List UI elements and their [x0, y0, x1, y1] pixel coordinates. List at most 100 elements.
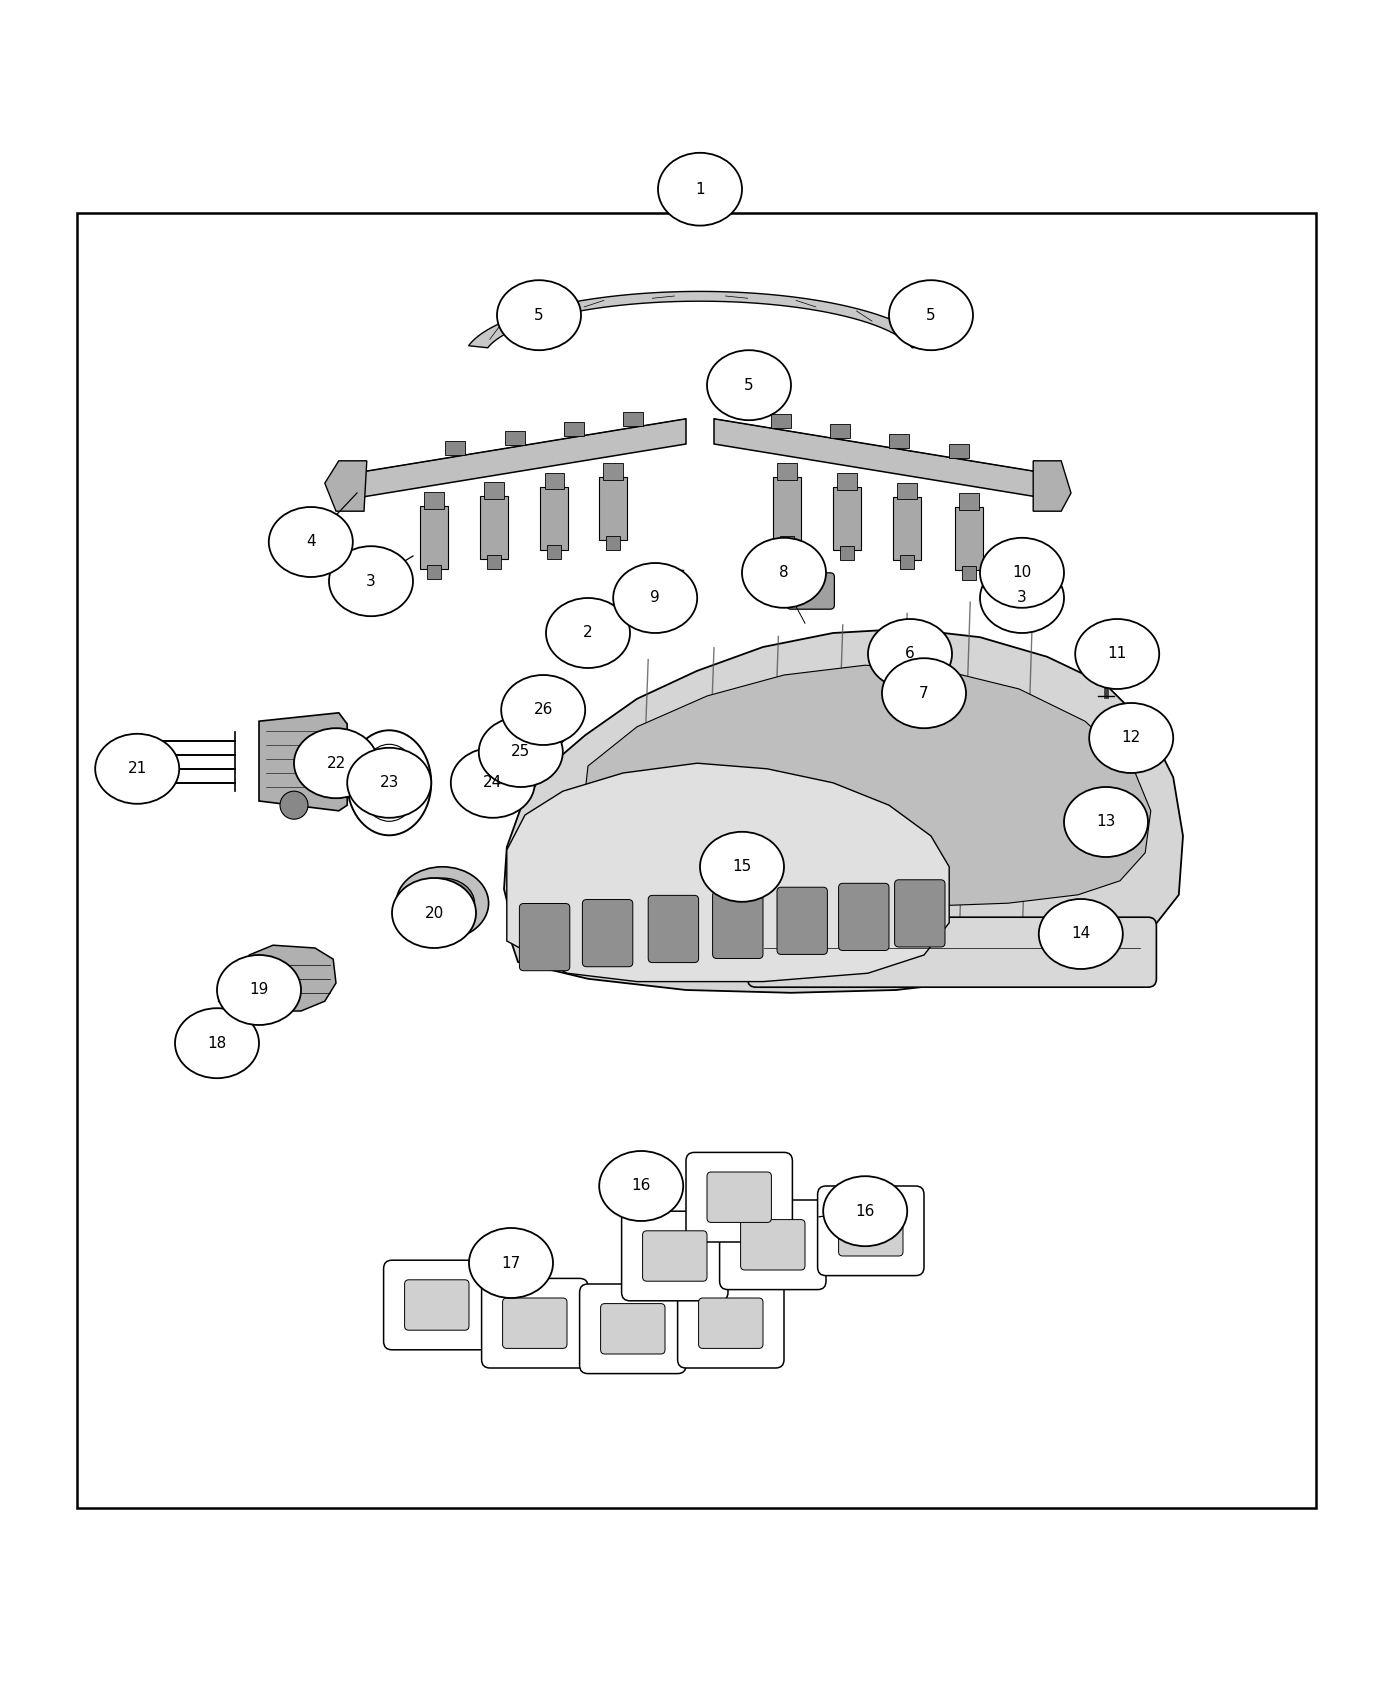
FancyBboxPatch shape — [748, 918, 1156, 988]
Ellipse shape — [294, 728, 378, 799]
Polygon shape — [361, 418, 686, 496]
Text: 4: 4 — [307, 534, 315, 549]
Polygon shape — [249, 945, 336, 1011]
Text: 7: 7 — [920, 685, 928, 700]
Polygon shape — [504, 629, 1183, 993]
Bar — [949, 444, 969, 457]
Text: 2: 2 — [584, 626, 592, 641]
Text: 20: 20 — [424, 906, 444, 920]
Circle shape — [546, 328, 560, 342]
FancyBboxPatch shape — [384, 1260, 490, 1350]
FancyBboxPatch shape — [686, 1153, 792, 1243]
Text: 16: 16 — [631, 1178, 651, 1193]
Ellipse shape — [396, 867, 489, 940]
Circle shape — [524, 704, 568, 750]
Ellipse shape — [217, 955, 301, 1025]
Text: 19: 19 — [249, 983, 269, 998]
Text: 8: 8 — [780, 566, 788, 580]
Ellipse shape — [410, 877, 475, 928]
Text: 14: 14 — [1071, 927, 1091, 942]
FancyBboxPatch shape — [482, 1278, 588, 1369]
Ellipse shape — [360, 745, 419, 821]
Polygon shape — [469, 291, 931, 348]
Bar — [840, 546, 854, 559]
Bar — [77, 212, 1316, 1508]
Bar — [889, 434, 909, 447]
Circle shape — [535, 716, 557, 738]
FancyBboxPatch shape — [601, 1304, 665, 1353]
Ellipse shape — [269, 507, 353, 576]
Ellipse shape — [1064, 787, 1148, 857]
Ellipse shape — [868, 619, 952, 688]
Ellipse shape — [95, 734, 179, 804]
Bar — [897, 483, 917, 500]
Ellipse shape — [658, 153, 742, 226]
Bar — [480, 496, 508, 559]
Text: 5: 5 — [535, 308, 543, 323]
Text: 13: 13 — [1096, 814, 1116, 830]
Circle shape — [280, 790, 308, 819]
FancyBboxPatch shape — [699, 1299, 763, 1348]
Bar — [606, 536, 620, 549]
Bar — [424, 493, 444, 508]
FancyBboxPatch shape — [580, 1284, 686, 1374]
Ellipse shape — [707, 350, 791, 420]
Bar — [623, 411, 643, 427]
Text: 5: 5 — [927, 308, 935, 323]
Text: 5: 5 — [745, 377, 753, 393]
Bar — [564, 422, 584, 435]
Bar — [427, 564, 441, 580]
Bar — [484, 483, 504, 500]
Ellipse shape — [700, 831, 784, 901]
Text: 24: 24 — [483, 775, 503, 791]
Circle shape — [220, 1013, 234, 1028]
Circle shape — [983, 561, 1033, 612]
Bar — [833, 486, 861, 549]
Bar — [962, 566, 976, 580]
Bar — [445, 442, 465, 456]
Ellipse shape — [1089, 704, 1173, 774]
Ellipse shape — [347, 748, 431, 818]
FancyBboxPatch shape — [622, 1210, 728, 1300]
FancyBboxPatch shape — [720, 1200, 826, 1290]
Text: 12: 12 — [1121, 731, 1141, 746]
Ellipse shape — [175, 1008, 259, 1078]
Circle shape — [668, 612, 682, 626]
Bar — [900, 556, 914, 570]
Bar — [420, 507, 448, 570]
Text: 17: 17 — [501, 1256, 521, 1270]
FancyBboxPatch shape — [839, 1205, 903, 1256]
Circle shape — [260, 989, 283, 1013]
Bar — [545, 473, 564, 490]
FancyBboxPatch shape — [405, 1280, 469, 1329]
FancyBboxPatch shape — [643, 1231, 707, 1282]
Circle shape — [489, 775, 505, 791]
Ellipse shape — [392, 877, 476, 949]
Text: 26: 26 — [533, 702, 553, 717]
FancyBboxPatch shape — [503, 1299, 567, 1348]
Polygon shape — [585, 665, 1151, 906]
Text: 3: 3 — [1018, 590, 1026, 605]
Bar — [830, 423, 850, 439]
Ellipse shape — [599, 1151, 683, 1221]
Bar — [547, 546, 561, 559]
FancyBboxPatch shape — [678, 1278, 784, 1369]
Text: 3: 3 — [367, 573, 375, 588]
FancyBboxPatch shape — [818, 1187, 924, 1275]
Circle shape — [917, 328, 931, 342]
Text: 22: 22 — [326, 756, 346, 770]
Ellipse shape — [329, 546, 413, 615]
Text: 1: 1 — [696, 182, 704, 197]
Polygon shape — [259, 712, 347, 811]
FancyBboxPatch shape — [713, 891, 763, 959]
Ellipse shape — [742, 537, 826, 609]
Ellipse shape — [451, 748, 535, 818]
Bar — [959, 493, 979, 510]
Ellipse shape — [613, 563, 697, 632]
Polygon shape — [507, 763, 949, 981]
Ellipse shape — [882, 658, 966, 728]
Circle shape — [242, 1035, 256, 1049]
Circle shape — [889, 668, 931, 711]
Bar — [837, 473, 857, 490]
Polygon shape — [893, 638, 941, 672]
